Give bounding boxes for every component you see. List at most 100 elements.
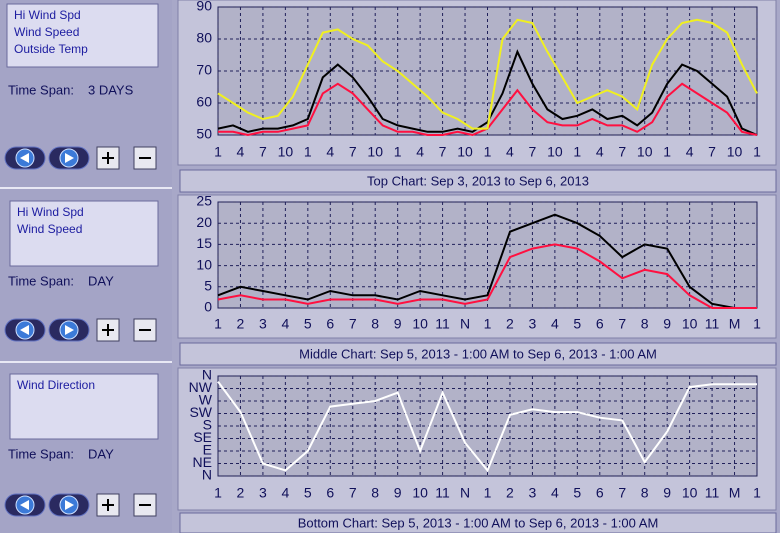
x-tick-label: 7 (708, 144, 716, 160)
x-tick-label: 5 (304, 316, 312, 332)
y-tick-label: 60 (196, 94, 212, 110)
x-tick-label: 1 (214, 316, 222, 332)
caption-bar (179, 169, 777, 193)
x-tick-label: M (729, 485, 741, 501)
x-tick-label: 2 (506, 316, 514, 332)
arrow-icon (20, 325, 29, 335)
legend-entry: Wind Speed (14, 25, 79, 39)
x-tick-label: 7 (618, 144, 626, 160)
x-tick-label: 11 (435, 485, 450, 501)
x-tick-label: 3 (529, 316, 537, 332)
chart-title: Top Chart: Sep 3, 2013 to Sep 6, 2013 (367, 173, 589, 188)
arrow-icon (20, 153, 29, 163)
x-tick-label: 1 (484, 485, 492, 501)
y-tick-label: S (203, 417, 212, 433)
x-tick-label: 10 (682, 316, 698, 332)
x-tick-label: 4 (281, 316, 289, 332)
y-tick-label: NE (193, 454, 212, 470)
legend-entry: Hi Wind Spd (14, 8, 81, 22)
y-tick-label: N (202, 467, 212, 483)
x-tick-label: 1 (573, 144, 581, 160)
x-tick-label: 5 (304, 485, 312, 501)
x-tick-label: 4 (686, 144, 694, 160)
x-tick-label: 9 (663, 485, 671, 501)
x-tick-label: 4 (281, 485, 289, 501)
x-tick-label: 10 (457, 144, 473, 160)
x-tick-label: 11 (705, 485, 720, 501)
x-tick-label: 3 (529, 485, 537, 501)
x-tick-label: 4 (237, 144, 245, 160)
x-tick-label: 7 (529, 144, 537, 160)
x-tick-label: 1 (753, 144, 761, 160)
legend-entry: Hi Wind Spd (17, 205, 84, 219)
x-tick-label: 10 (682, 485, 698, 501)
plot-area (217, 6, 758, 136)
x-tick-label: 6 (326, 316, 334, 332)
x-tick-label: 10 (637, 144, 653, 160)
legend-box (9, 200, 159, 267)
x-tick-label: 1 (663, 144, 671, 160)
x-tick-label: 4 (551, 485, 559, 501)
time-span-value: DAY (88, 273, 114, 288)
series-line (217, 213, 757, 309)
x-tick-label: 3 (259, 316, 267, 332)
y-tick-label: SW (189, 404, 212, 420)
y-tick-label: 50 (196, 126, 212, 142)
y-tick-label: 25 (196, 193, 212, 209)
x-tick-label: 11 (705, 316, 720, 332)
legend-entry: Wind Speed (17, 222, 82, 236)
arrow-icon (65, 153, 74, 163)
x-tick-label: 8 (371, 485, 379, 501)
chart-title: Middle Chart: Sep 5, 2013 - 1:00 AM to S… (299, 346, 657, 361)
arrow-icon (65, 325, 74, 335)
x-tick-label: 4 (416, 144, 424, 160)
x-tick-label: 7 (349, 485, 357, 501)
plus-icon (102, 324, 114, 336)
x-tick-label: 11 (435, 316, 450, 332)
x-tick-label: 1 (753, 316, 761, 332)
legend-entry: Wind Direction (17, 378, 95, 392)
y-tick-label: N (202, 367, 212, 383)
x-tick-label: 10 (278, 144, 294, 160)
x-tick-label: 3 (259, 485, 267, 501)
y-tick-label: 80 (196, 30, 212, 46)
series-line (217, 243, 757, 309)
x-tick-label: 10 (412, 316, 428, 332)
x-tick-label: 1 (753, 485, 761, 501)
arrow-icon (65, 500, 74, 510)
x-tick-label: 2 (237, 485, 245, 501)
caption-bar (179, 512, 777, 533)
y-tick-label: NW (189, 379, 213, 395)
x-tick-label: 8 (641, 485, 649, 501)
legend-box (6, 3, 159, 68)
y-tick-label: 70 (196, 62, 212, 78)
x-tick-label: 2 (237, 316, 245, 332)
x-tick-label: 7 (618, 316, 626, 332)
y-tick-label: SE (193, 429, 212, 445)
x-tick-label: 5 (573, 485, 581, 501)
time-span-label: Time Span: (8, 446, 74, 461)
x-tick-label: 5 (573, 316, 581, 332)
legend-entry: Outside Temp (14, 42, 88, 56)
series-line (217, 18, 758, 130)
x-tick-label: 1 (484, 144, 492, 160)
arrow-icon (20, 500, 29, 510)
x-tick-label: 4 (506, 144, 514, 160)
chart-title: Bottom Chart: Sep 5, 2013 - 1:00 AM to S… (298, 515, 659, 530)
x-tick-label: 10 (727, 144, 743, 160)
x-tick-label: 6 (326, 485, 334, 501)
x-tick-label: 7 (349, 316, 357, 332)
y-tick-label: 10 (196, 256, 212, 272)
x-tick-label: N (460, 316, 470, 332)
y-tick-label: 5 (204, 278, 212, 294)
x-tick-label: 6 (596, 485, 604, 501)
x-tick-label: 7 (349, 144, 357, 160)
x-tick-label: 9 (394, 316, 402, 332)
y-tick-label: E (203, 442, 212, 458)
x-tick-label: 8 (641, 316, 649, 332)
x-tick-label: 8 (371, 316, 379, 332)
time-span-value: DAY (88, 446, 114, 461)
time-span-label: Time Span: (8, 82, 74, 97)
